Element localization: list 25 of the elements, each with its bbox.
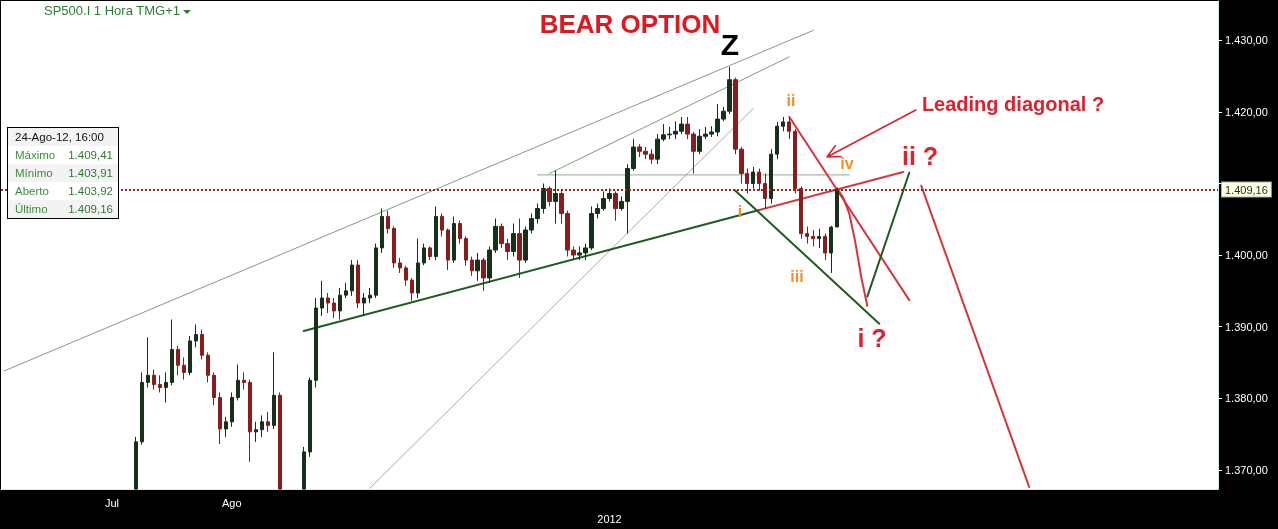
y-tick-label: 1.400,00 <box>1225 249 1268 262</box>
y-tick-label: 1.380,00 <box>1225 392 1268 405</box>
ref-line-label: 1.409,16 <box>1225 183 1268 196</box>
chart-title: BEAR OPTION <box>539 9 721 39</box>
annotation: iv <box>840 155 854 172</box>
annotation: ii <box>786 92 796 109</box>
annotation: iii <box>790 268 804 285</box>
annotation: Máximo 1.409,41 <box>15 148 113 163</box>
annotation: i <box>737 203 743 220</box>
x-tick-label: Ago <box>222 496 242 509</box>
annotation: Leading diagonal ? <box>921 93 1105 115</box>
x-tick-label: Jul <box>104 496 119 509</box>
text: Último 1.409,16 <box>15 203 113 215</box>
y-tick-label: 1.430,00 <box>1225 34 1268 47</box>
y-tick-label: 1.390,00 <box>1225 320 1268 333</box>
text: Aberto 1.403,92 <box>15 185 113 197</box>
annotation: Z <box>720 28 740 61</box>
y-tick-label: 1.420,00 <box>1225 105 1268 118</box>
x-axis-title: 2012 <box>597 512 622 525</box>
text: Mínimo 1.403,91 <box>15 167 113 179</box>
annotation: 24-Ago-12, 16:00 <box>8 128 118 146</box>
annotation: ii ? <box>901 141 939 170</box>
annotation: i ? <box>857 323 887 352</box>
chart-subtitle: SP500.I 1 Hora TMG+1 <box>44 3 181 18</box>
y-tick-label: 1.370,00 <box>1225 463 1268 476</box>
